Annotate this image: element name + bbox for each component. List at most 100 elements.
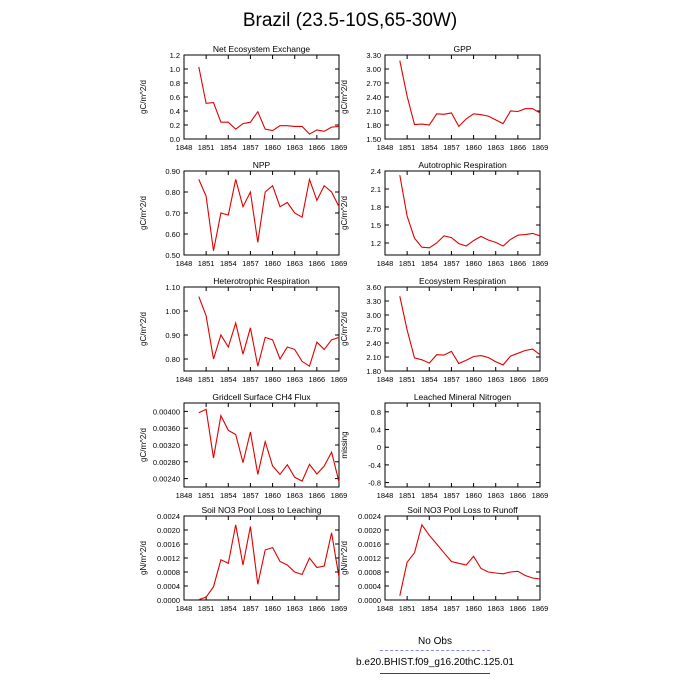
y-tick-label: 1.80: [366, 367, 381, 376]
x-tick-label: 1848: [176, 491, 193, 500]
legend-run-label: b.e20.BHIST.f09_g16.20thC.125.01: [356, 657, 514, 668]
x-tick-label: 1866: [510, 259, 527, 268]
y-tick-label: 0.0008: [358, 568, 381, 577]
y-tick-label: 0.0004: [157, 582, 180, 591]
x-tick-label: 1866: [510, 143, 527, 152]
y-tick-label: 2.4: [371, 167, 381, 176]
y-tick-label: 1.2: [170, 51, 180, 60]
y-tick-label: 0.0008: [157, 568, 180, 577]
y-axis-label: gC/m^2/d: [340, 312, 349, 346]
x-tick-label: 1857: [242, 604, 259, 613]
y-tick-label: 0.0016: [157, 540, 180, 549]
y-tick-label: 2.10: [366, 107, 381, 116]
y-tick-label: 0.2: [170, 121, 180, 130]
x-tick-label: 1857: [443, 259, 460, 268]
y-tick-label: 0.0024: [358, 512, 381, 521]
x-tick-label: 1854: [220, 604, 237, 613]
y-tick-label: 0.0012: [358, 554, 381, 563]
y-tick-label: 2.40: [366, 93, 381, 102]
y-tick-label: 1.2: [371, 239, 381, 248]
y-axis-label: gC/m^2/d: [139, 428, 148, 462]
x-tick-label: 1851: [198, 604, 215, 613]
y-tick-label: 0.80: [165, 188, 180, 197]
x-tick-label: 1866: [510, 375, 527, 384]
x-tick-label: 1851: [399, 259, 416, 268]
y-tick-label: 2.1: [371, 185, 381, 194]
x-tick-label: 1851: [198, 491, 215, 500]
x-tick-label: 1848: [377, 259, 394, 268]
y-tick-label: 0.00320: [153, 441, 180, 450]
x-tick-label: 1848: [176, 375, 193, 384]
y-tick-label: 0.0020: [157, 526, 180, 535]
y-tick-label: 0.8: [371, 408, 381, 417]
x-tick-label: 1866: [309, 143, 326, 152]
x-tick-label: 1863: [487, 491, 504, 500]
plot-frame: [384, 515, 541, 601]
x-tick-label: 1857: [443, 143, 460, 152]
plot-frame: [183, 170, 340, 256]
series-line: [399, 523, 541, 596]
x-tick-label: 1869: [331, 143, 348, 152]
panel-title: Soil NO3 Pool Loss to Leaching: [201, 505, 321, 515]
y-tick-label: 3.00: [366, 311, 381, 320]
x-tick-label: 1851: [399, 604, 416, 613]
x-tick-label: 1848: [377, 375, 394, 384]
y-tick-label: 2.40: [366, 339, 381, 348]
x-tick-label: 1851: [198, 375, 215, 384]
x-tick-label: 1857: [242, 491, 259, 500]
x-tick-label: 1857: [443, 604, 460, 613]
panel-title: Net Ecosystem Exchange: [213, 44, 311, 54]
y-tick-label: 0.50: [165, 251, 180, 260]
series-line: [198, 524, 340, 601]
x-tick-label: 1863: [286, 143, 303, 152]
x-tick-label: 1860: [264, 491, 281, 500]
x-tick-label: 1851: [399, 375, 416, 384]
x-tick-label: 1854: [220, 143, 237, 152]
y-tick-label: 0: [377, 443, 381, 452]
y-tick-label: 0.0000: [157, 596, 180, 605]
x-tick-label: 1854: [421, 259, 438, 268]
y-tick-label: 0.0000: [358, 596, 381, 605]
x-tick-label: 1851: [198, 259, 215, 268]
y-tick-label: 0.0004: [358, 582, 381, 591]
x-tick-label: 1857: [242, 143, 259, 152]
series-line: [198, 408, 340, 483]
x-tick-label: 1860: [465, 491, 482, 500]
x-tick-label: 1863: [286, 604, 303, 613]
y-tick-label: 0.4: [371, 426, 381, 435]
y-axis-label: gC/m^2/d: [340, 196, 349, 230]
x-tick-label: 1854: [421, 604, 438, 613]
x-tick-label: 1866: [309, 259, 326, 268]
panel-title: NPP: [253, 160, 271, 170]
y-axis-label: gC/m^2/d: [340, 80, 349, 114]
x-tick-label: 1860: [465, 375, 482, 384]
x-tick-label: 1860: [465, 143, 482, 152]
x-tick-label: 1851: [399, 491, 416, 500]
panel-title: Soil NO3 Pool Loss to Runoff: [407, 505, 518, 515]
y-tick-label: 0.0024: [157, 512, 180, 521]
y-tick-label: 3.30: [366, 297, 381, 306]
plot-frame: [384, 402, 541, 488]
x-tick-label: 1848: [176, 259, 193, 268]
x-tick-label: 1851: [399, 143, 416, 152]
y-tick-label: 0.80: [165, 355, 180, 364]
x-tick-label: 1863: [487, 259, 504, 268]
x-tick-label: 1869: [532, 375, 549, 384]
series-line: [399, 60, 541, 128]
x-tick-label: 1860: [465, 604, 482, 613]
x-tick-label: 1863: [286, 491, 303, 500]
x-tick-label: 1860: [264, 604, 281, 613]
panel-title: Heterotrophic Respiration: [213, 276, 310, 286]
panel-title: GPP: [454, 44, 472, 54]
x-tick-label: 1869: [532, 259, 549, 268]
y-tick-label: 0.90: [165, 331, 180, 340]
x-tick-label: 1866: [309, 604, 326, 613]
panel-title: Autotrophic Respiration: [418, 160, 507, 170]
x-tick-label: 1869: [331, 491, 348, 500]
plot-frame: [384, 286, 541, 372]
x-tick-label: 1863: [487, 604, 504, 613]
y-tick-label: 0.8: [170, 79, 180, 88]
x-tick-label: 1857: [443, 491, 460, 500]
y-tick-label: 0.0012: [157, 554, 180, 563]
